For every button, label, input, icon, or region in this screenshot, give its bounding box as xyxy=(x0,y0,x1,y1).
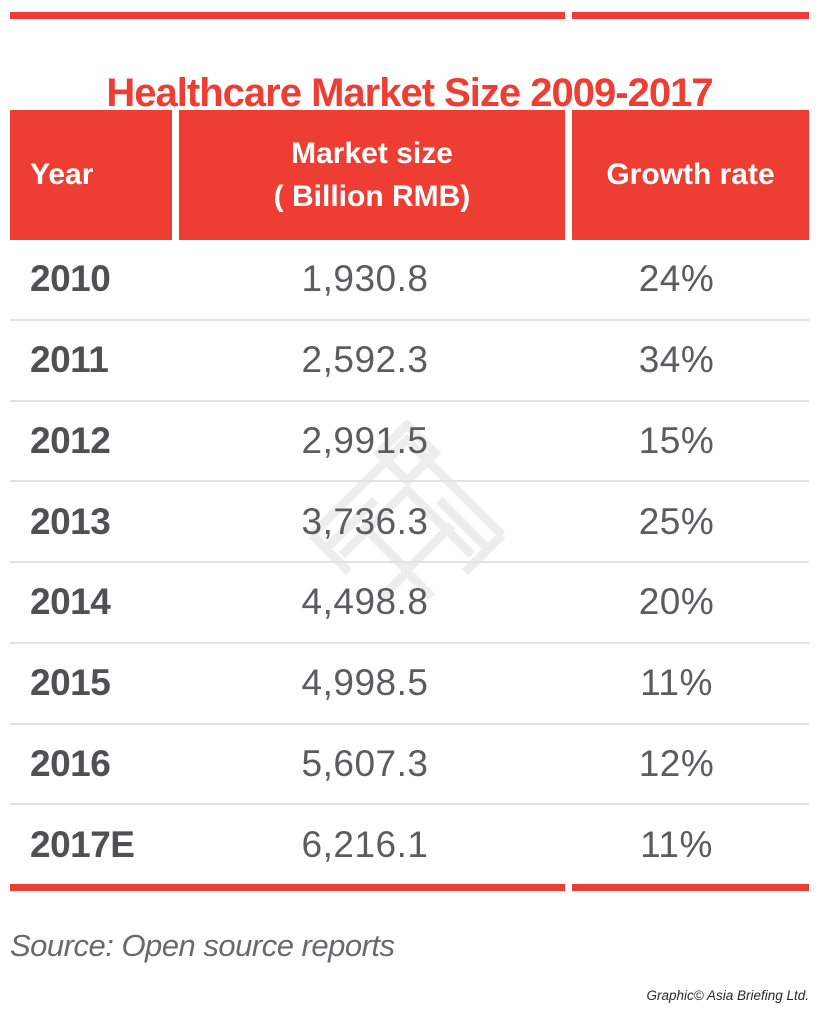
cell-market-size: 4,998.5 xyxy=(301,662,429,704)
table-row: 2016 5,607.3 12% xyxy=(10,725,809,806)
table-row: 2013 3,736.3 25% xyxy=(10,482,809,563)
cell-year: 2016 xyxy=(30,742,111,784)
header-cell-market-size: Market size ( Billion RMB) xyxy=(179,110,565,240)
cell-growth-rate: 12% xyxy=(638,742,715,784)
top-accent-bar-gap xyxy=(565,12,572,19)
top-accent-bar-left xyxy=(10,12,565,19)
cell-growth-rate: 20% xyxy=(638,581,715,623)
cell-growth-rate: 15% xyxy=(638,419,715,461)
table-row: 2015 4,998.5 11% xyxy=(10,644,809,725)
cell-growth-rate: 25% xyxy=(638,500,715,542)
header-column-gap xyxy=(172,110,179,240)
cell-market-size: 4,498.8 xyxy=(301,581,429,623)
cell-year: 2017E xyxy=(30,823,135,865)
table-row: 2017E 6,216.1 11% xyxy=(10,805,809,884)
header-column-gap xyxy=(565,110,572,240)
cell-year: 2013 xyxy=(30,500,111,542)
bottom-accent-bar xyxy=(10,884,809,891)
cell-year: 2010 xyxy=(30,258,111,300)
cell-market-size: 6,216.1 xyxy=(301,823,429,865)
page-title: Healthcare Market Size 2009-2017 xyxy=(106,70,713,115)
top-accent-bar xyxy=(10,12,809,19)
bottom-accent-bar-right xyxy=(572,884,809,891)
table-row: 2010 1,930.8 24% xyxy=(10,240,809,321)
table-header-row: Year Market size ( Billion RMB) Growth r… xyxy=(10,110,809,240)
cell-market-size: 5,607.3 xyxy=(301,742,429,784)
header-growth-rate-label: Growth rate xyxy=(606,158,775,192)
bottom-accent-bar-left xyxy=(10,884,565,891)
cell-market-size: 3,736.3 xyxy=(301,500,429,542)
header-market-size-line2: ( Billion RMB) xyxy=(273,180,471,213)
cell-year: 2014 xyxy=(30,581,111,623)
cell-market-size: 1,930.8 xyxy=(301,258,429,300)
table-row: 2014 4,498.8 20% xyxy=(10,563,809,644)
cell-growth-rate: 11% xyxy=(640,662,713,704)
cell-year: 2011 xyxy=(30,339,109,381)
cell-market-size: 2,991.5 xyxy=(301,419,429,461)
header-market-size-line1: Market size xyxy=(291,136,453,170)
source-note: Source: Open source reports xyxy=(10,928,395,963)
asia-briefing-logo-watermark xyxy=(308,420,506,600)
bottom-accent-bar-gap xyxy=(565,884,572,891)
cell-year: 2012 xyxy=(30,419,111,461)
cell-year: 2015 xyxy=(30,662,111,704)
header-cell-growth-rate: Growth rate xyxy=(572,110,809,240)
cell-market-size: 2,592.3 xyxy=(301,339,429,381)
cell-growth-rate: 24% xyxy=(638,258,715,300)
top-accent-bar-right xyxy=(572,12,809,19)
table-row: 2012 2,991.5 15% xyxy=(10,402,809,483)
header-year-label: Year xyxy=(30,158,94,192)
header-cell-year: Year xyxy=(10,110,172,240)
cell-growth-rate: 11% xyxy=(640,823,713,865)
cell-growth-rate: 34% xyxy=(638,339,715,381)
table-row: 2011 2,592.3 34% xyxy=(10,321,809,402)
table-body: 2010 1,930.8 24% 2011 2,592.3 34% 2012 2… xyxy=(10,240,809,884)
graphic-credit: Graphic© Asia Briefing Ltd. xyxy=(646,988,809,1003)
